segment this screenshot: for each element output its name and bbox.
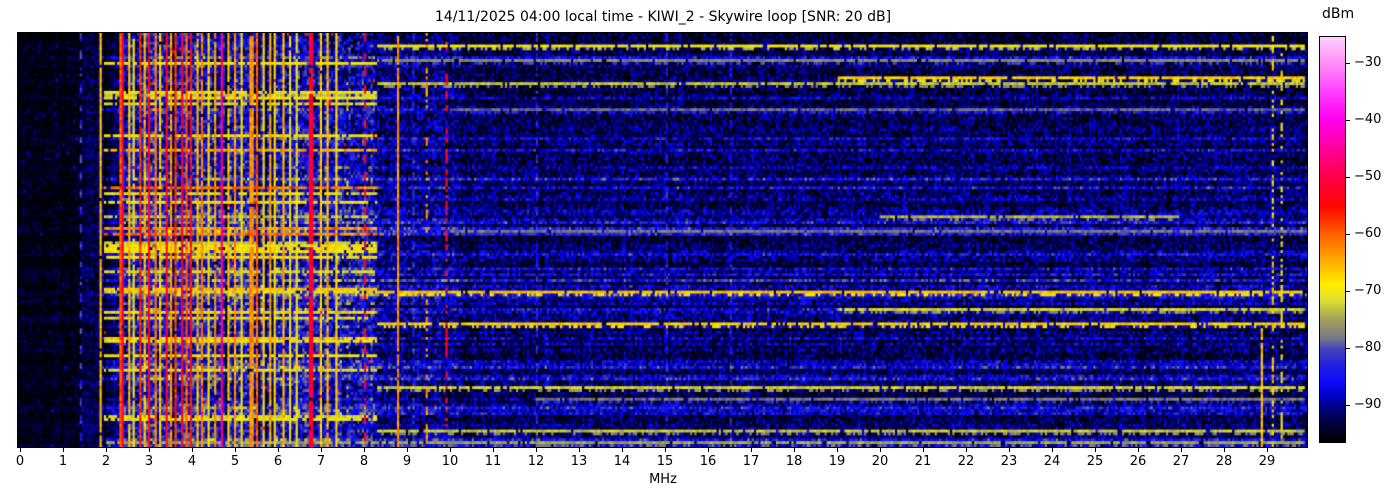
x-tick-label: 28 xyxy=(1215,454,1233,469)
colorbar-tick xyxy=(1346,120,1350,122)
x-tick xyxy=(708,448,709,452)
x-tick-label: 5 xyxy=(230,454,240,469)
x-tick xyxy=(364,448,365,452)
colorbar-tick-label: −60 xyxy=(1354,226,1382,242)
x-tick xyxy=(536,448,537,452)
chart-title: 14/11/2025 04:00 local time - KIWI_2 - S… xyxy=(434,9,892,25)
x-tick-label: 19 xyxy=(828,454,846,469)
x-tick xyxy=(1267,448,1268,452)
colorbar-tick-label: −90 xyxy=(1354,396,1382,412)
colorbar-tick-label: −70 xyxy=(1354,283,1382,299)
colorbar-tick xyxy=(1346,348,1350,349)
x-tick xyxy=(278,448,279,452)
x-tick-label: 11 xyxy=(484,454,502,469)
x-tick-label: 0 xyxy=(15,454,25,469)
x-tick xyxy=(192,448,193,452)
x-tick-label: 26 xyxy=(1129,454,1147,469)
x-tick xyxy=(321,448,322,452)
x-tick xyxy=(493,448,494,452)
x-tick xyxy=(880,448,881,452)
x-tick xyxy=(622,448,623,452)
x-tick xyxy=(1138,448,1139,452)
x-tick xyxy=(1224,448,1225,452)
x-tick-label: 12 xyxy=(527,454,545,469)
x-tick-label: 22 xyxy=(957,454,975,469)
colorbar-tick xyxy=(1346,234,1350,236)
colorbar-tick xyxy=(1346,177,1350,179)
x-tick-label: 9 xyxy=(402,454,412,469)
x-tick-label: 25 xyxy=(1086,454,1104,469)
colorbar-tick xyxy=(1346,404,1350,406)
x-tick xyxy=(579,448,580,452)
colorbar-tick-label: −30 xyxy=(1354,55,1382,71)
x-tick xyxy=(837,448,838,452)
spectrogram-plot-area xyxy=(17,32,1308,448)
x-tick-label: 7 xyxy=(316,454,326,469)
x-tick xyxy=(407,448,408,452)
x-tick xyxy=(1052,448,1053,452)
x-tick-label: 21 xyxy=(914,454,932,469)
x-tick xyxy=(106,448,107,452)
colorbar-tick-label: −40 xyxy=(1354,112,1382,128)
colorbar-unit-label: dBm xyxy=(1322,6,1355,22)
x-tick-label: 1 xyxy=(58,454,68,469)
x-tick-label: 16 xyxy=(699,454,717,469)
x-tick xyxy=(1095,448,1096,452)
x-tick-label: 17 xyxy=(742,454,760,469)
x-tick-label: 10 xyxy=(441,454,459,469)
x-tick-label: 6 xyxy=(273,454,283,469)
x-tick xyxy=(1009,448,1010,452)
x-tick-label: 13 xyxy=(570,454,588,469)
x-tick-label: 29 xyxy=(1258,454,1276,469)
x-tick-label: 27 xyxy=(1172,454,1190,469)
x-tick-label: 20 xyxy=(871,454,889,469)
spectrogram-canvas xyxy=(18,33,1307,447)
x-tick xyxy=(751,448,752,452)
x-tick xyxy=(794,448,795,452)
colorbar-tick-label: −50 xyxy=(1354,169,1382,185)
colorbar xyxy=(1319,36,1346,443)
x-tick-label: 4 xyxy=(187,454,197,469)
colorbar-tick xyxy=(1346,63,1350,65)
colorbar-tick xyxy=(1346,291,1350,293)
x-tick xyxy=(149,448,150,452)
x-tick xyxy=(966,448,967,452)
x-tick xyxy=(450,448,451,452)
x-tick xyxy=(63,448,64,452)
x-tick xyxy=(235,448,236,452)
x-tick-label: 23 xyxy=(1000,454,1018,469)
x-axis-label: MHz xyxy=(649,472,677,487)
colorbar-tick-label: −80 xyxy=(1354,340,1382,355)
x-tick-label: 15 xyxy=(656,454,674,469)
x-tick-label: 2 xyxy=(101,454,111,469)
x-tick-label: 18 xyxy=(785,454,803,469)
x-tick xyxy=(923,448,924,452)
x-tick xyxy=(665,448,666,452)
x-tick xyxy=(20,448,21,452)
x-tick-label: 8 xyxy=(359,454,369,469)
x-tick-label: 14 xyxy=(613,454,631,469)
x-tick-label: 24 xyxy=(1043,454,1061,469)
x-tick xyxy=(1181,448,1182,452)
x-tick-label: 3 xyxy=(144,454,154,469)
